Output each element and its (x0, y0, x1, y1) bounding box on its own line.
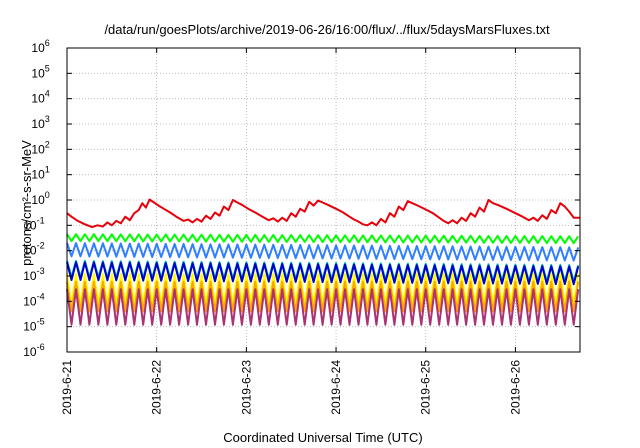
y-tick-label: 104 (31, 89, 49, 106)
series-line-5 (66, 273, 580, 305)
series-line-7 (66, 288, 580, 326)
series-line-2 (66, 242, 580, 262)
y-axis-label-text: protons/cm²-s-sr-MeV (19, 140, 34, 266)
x-tick-label: 2019-6-26 (508, 360, 522, 415)
x-tick-label: 2019-6-23 (239, 360, 253, 415)
series-line-4 (66, 261, 580, 286)
y-tick-label: 10-4 (23, 291, 44, 308)
y-tick-label: 101 (31, 165, 49, 182)
y-tick-label: 106 (31, 38, 49, 55)
series-line-1 (66, 233, 580, 245)
series-line-0 (66, 198, 580, 229)
y-tick-label: 10-3 (23, 266, 44, 283)
y-tick-label: 100 (31, 190, 49, 207)
chart-title: /data/run/goesPlots/archive/2019-06-26/1… (104, 22, 550, 37)
series-line-6 (66, 280, 580, 313)
y-tick-label: 102 (31, 139, 49, 156)
x-tick-label: 2019-6-24 (329, 360, 343, 415)
y-tick-label: 105 (31, 63, 49, 80)
y-tick-label: 10-1 (23, 215, 44, 232)
y-tick-label: 10-5 (23, 317, 44, 334)
y-axis-label: protons/cm²-s-sr-MeV (19, 140, 34, 266)
ticks: 106 105 104 103 102 101 100 10-1 10-2 10-3 10-4 10-… (23, 38, 580, 415)
y-tick-label: 10-2 (23, 241, 44, 258)
y-tick-label: 10-6 (23, 342, 44, 359)
x-tick-label: 2019-6-25 (419, 360, 433, 415)
y-tick-label: 103 (31, 114, 49, 131)
x-tick-label: 2019-6-21 (60, 360, 74, 415)
x-tick-label: 2019-6-22 (150, 360, 164, 415)
x-axis-label: Coordinated Universal Time (UTC) (223, 430, 422, 445)
series-layer (66, 198, 580, 326)
